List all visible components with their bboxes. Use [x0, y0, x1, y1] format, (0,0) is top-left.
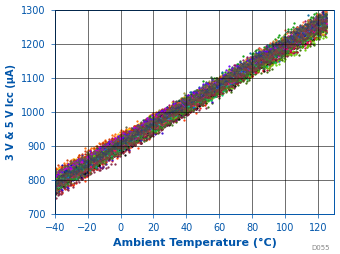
Y-axis label: 3 V & 5 V Iᴄᴄ (μA): 3 V & 5 V Iᴄᴄ (μA): [5, 64, 16, 160]
X-axis label: Ambient Temperature (°C): Ambient Temperature (°C): [113, 238, 276, 248]
Text: D055: D055: [311, 245, 330, 251]
